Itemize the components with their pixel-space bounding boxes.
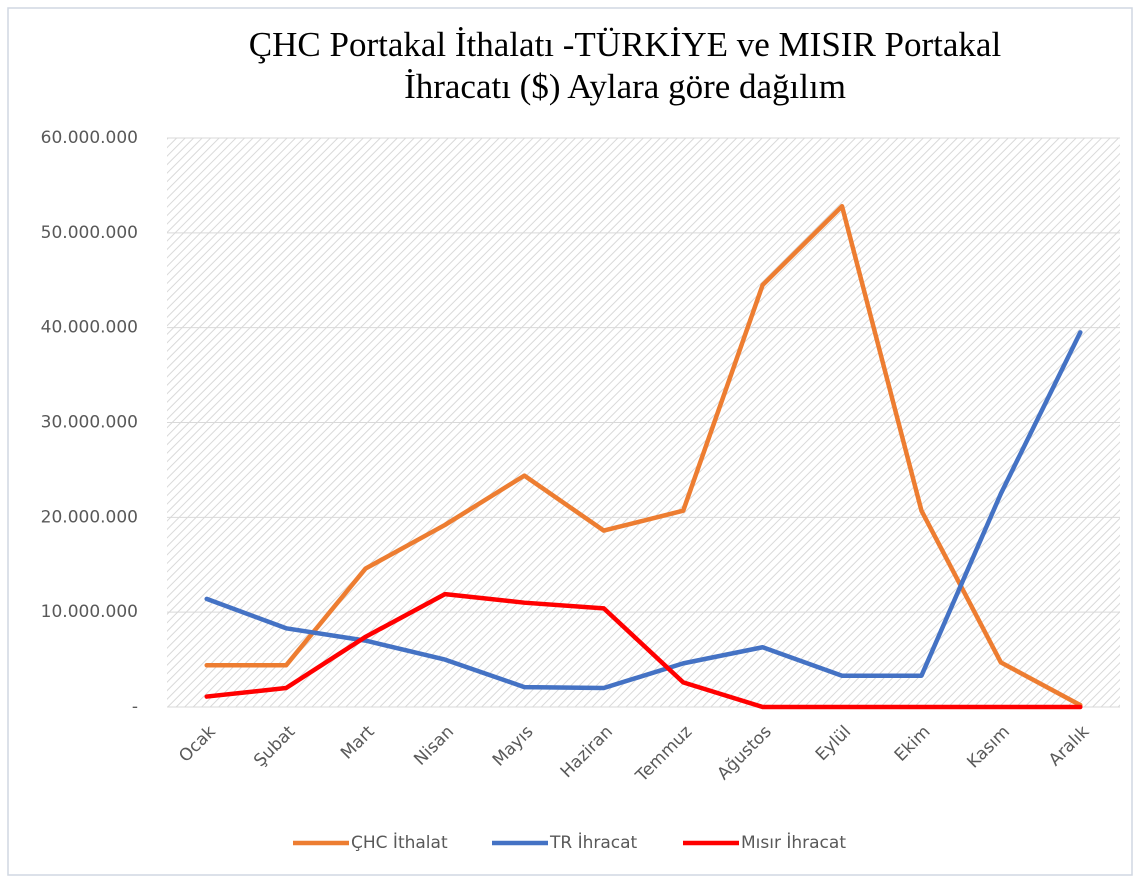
- y-tick-label: 20.000.000: [41, 507, 138, 527]
- y-tick-label: 30.000.000: [41, 413, 138, 433]
- y-tick-label: 40.000.000: [41, 318, 138, 338]
- series-line: [204, 204, 1083, 708]
- y-tick-label: -: [132, 697, 138, 717]
- legend-label: TR İhracat: [549, 832, 638, 853]
- y-tick-label: 10.000.000: [41, 602, 138, 622]
- series-line: [204, 330, 1083, 691]
- y-tick-label: 60.000.000: [41, 128, 138, 148]
- y-tick-label: 50.000.000: [41, 223, 138, 243]
- chart-title: ÇHC Portakal İthalatı -TÜRKİYE ve MISIR …: [249, 25, 1002, 64]
- legend-label: Mısır İhracat: [741, 832, 846, 853]
- series-line: [204, 591, 1083, 710]
- chart-title: İhracatı ($) Aylara göre dağılım: [404, 67, 846, 106]
- legend-label: ÇHC İthalat: [351, 832, 448, 853]
